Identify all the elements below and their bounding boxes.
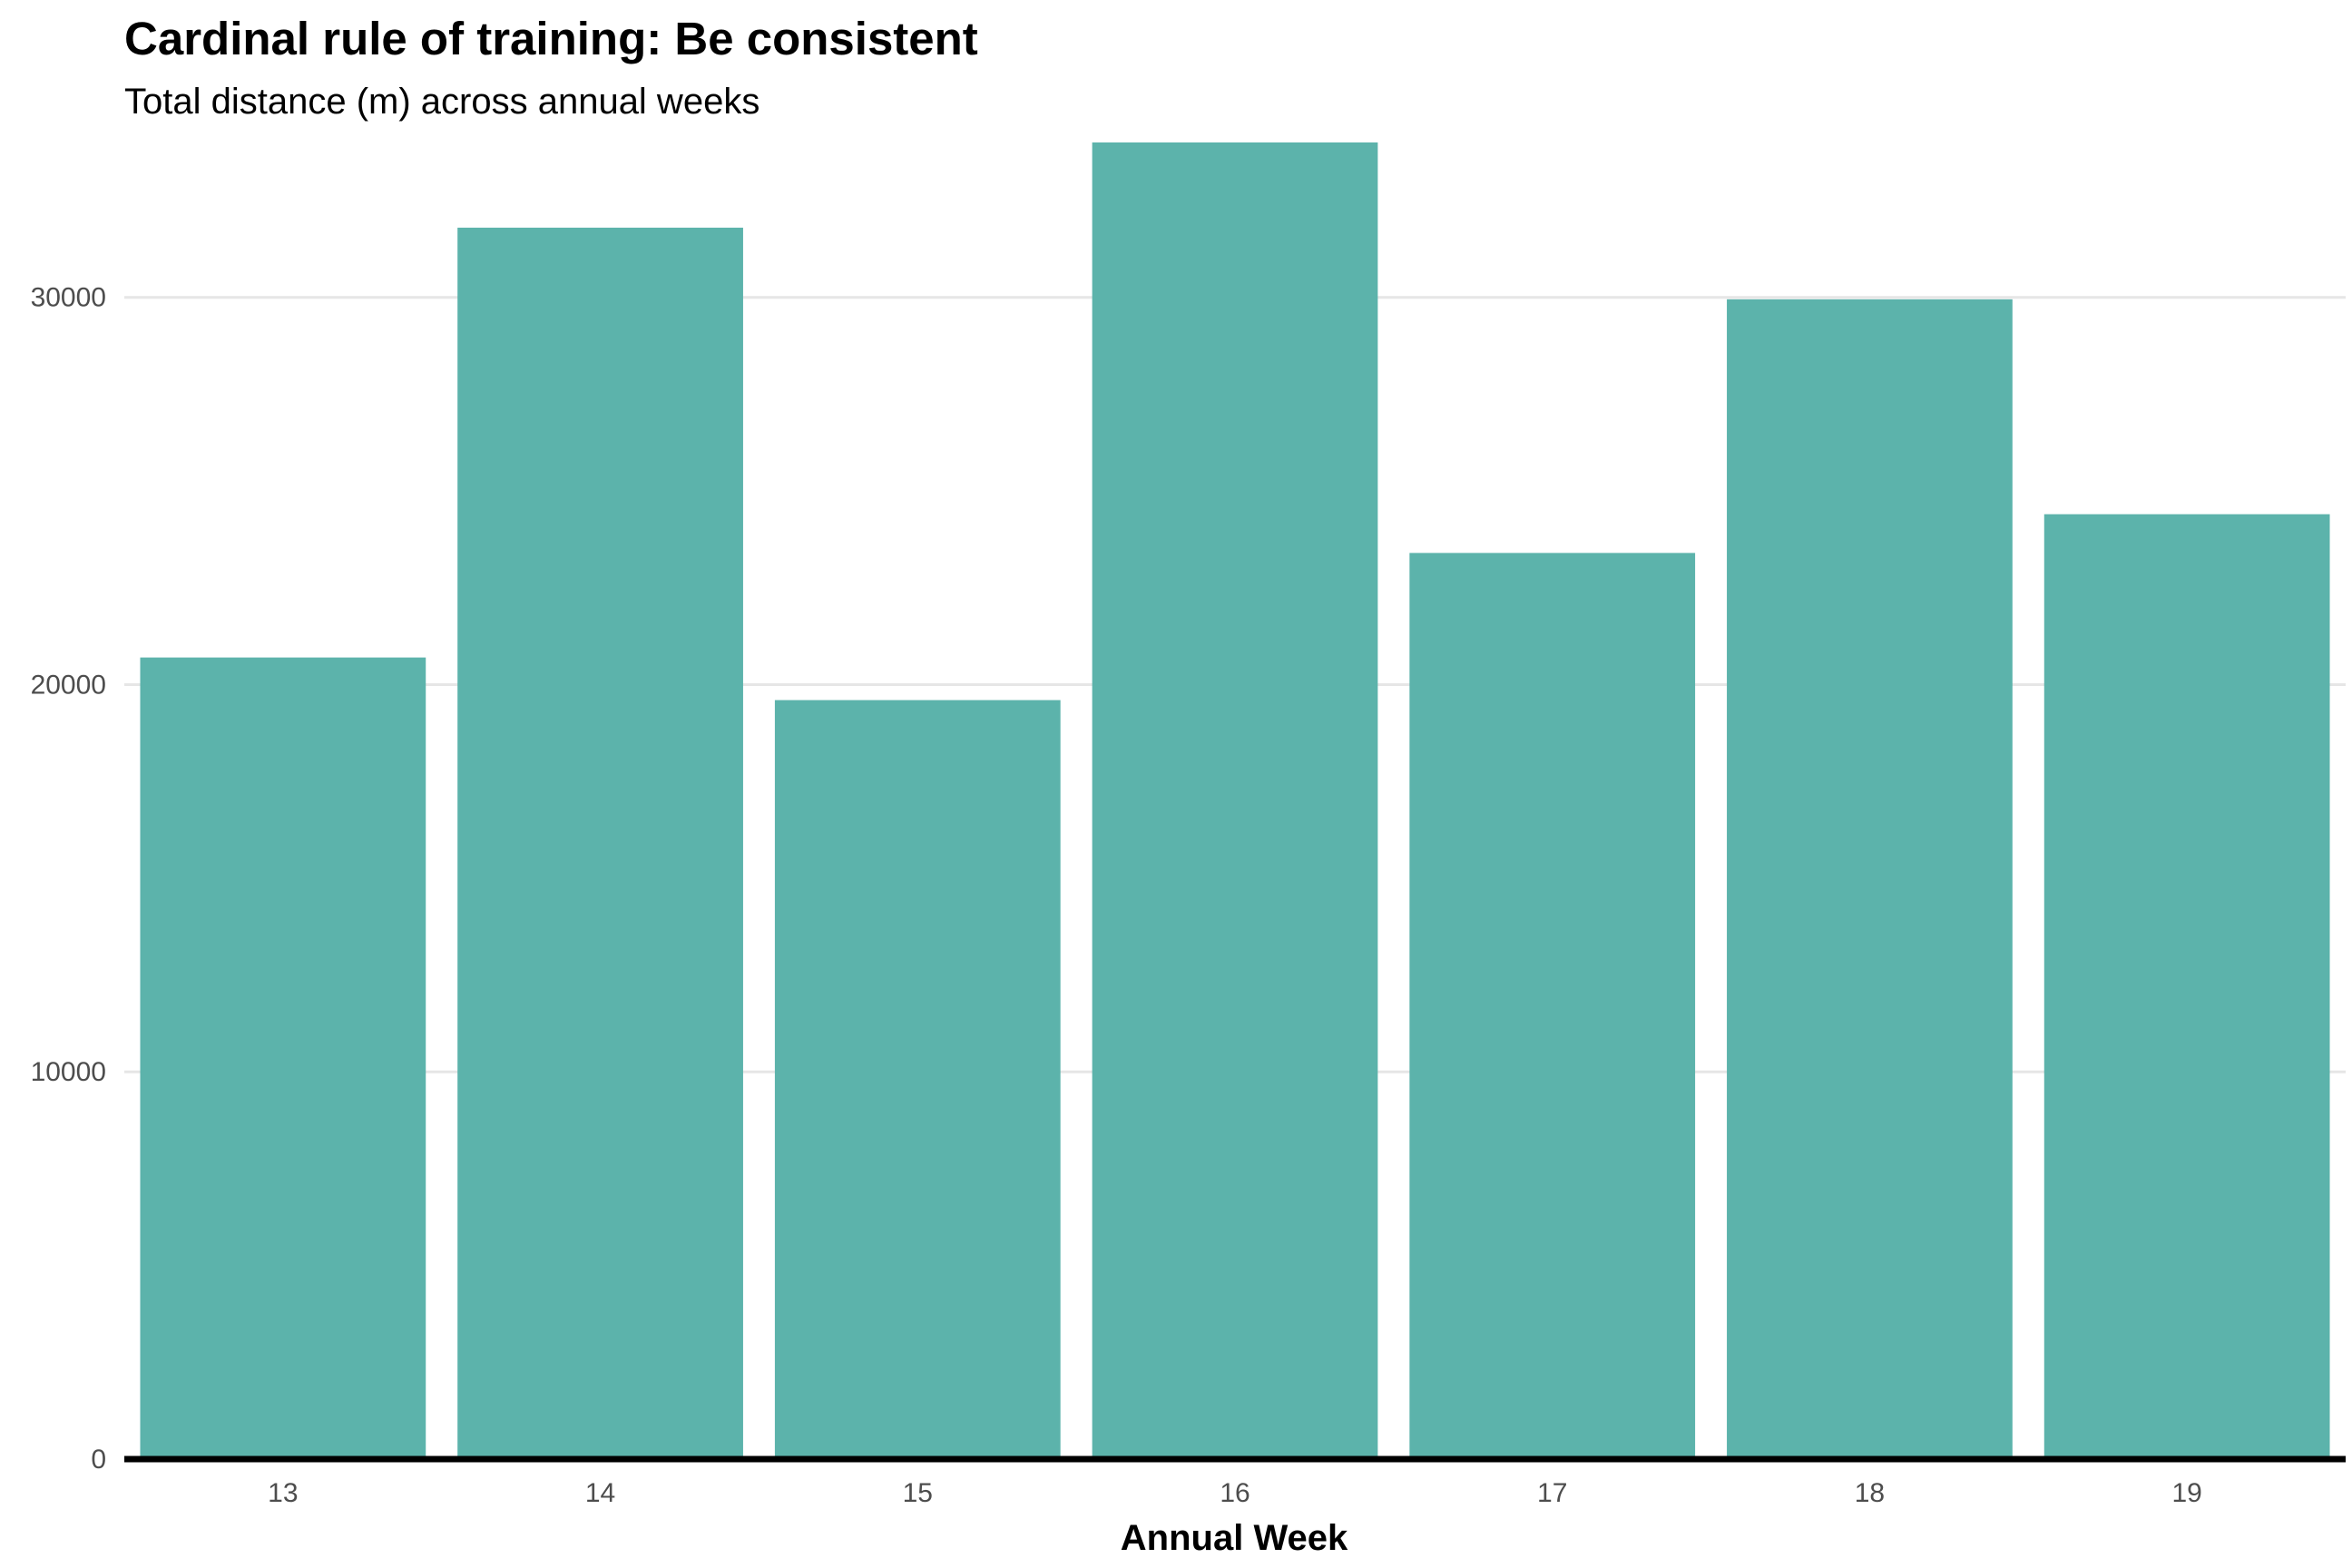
- y-tick-label: 0: [91, 1445, 106, 1475]
- bar-week-17: [1409, 553, 1696, 1459]
- bar-week-14: [457, 227, 743, 1460]
- x-axis-title: Annual Week: [1121, 1518, 1348, 1558]
- bar-week-18: [1727, 299, 2013, 1459]
- x-axis-ticks: 13 14 15 16 17 18 19: [268, 1478, 2202, 1508]
- y-tick-label: 10000: [31, 1057, 106, 1087]
- bar-week-19: [2043, 514, 2330, 1459]
- chart-subtitle: Total distance (m) across annual weeks: [124, 82, 760, 122]
- bar-week-15: [774, 700, 1061, 1459]
- x-tick-label: 16: [1220, 1478, 1250, 1508]
- x-tick-label: 15: [903, 1478, 933, 1508]
- y-tick-label: 30000: [31, 283, 106, 313]
- x-tick-label: 13: [268, 1478, 298, 1508]
- x-tick-label: 14: [585, 1478, 615, 1508]
- bars: [140, 142, 2330, 1460]
- y-tick-label: 20000: [31, 670, 106, 700]
- x-tick-label: 19: [2171, 1478, 2201, 1508]
- x-tick-label: 17: [1537, 1478, 1567, 1508]
- bar-week-16: [1092, 142, 1378, 1459]
- y-axis-ticks: 0 10000 20000 30000: [31, 283, 106, 1475]
- chart-title: Cardinal rule of training: Be consistent: [124, 13, 978, 64]
- bar-week-13: [140, 657, 426, 1459]
- x-tick-label: 18: [1855, 1478, 1885, 1508]
